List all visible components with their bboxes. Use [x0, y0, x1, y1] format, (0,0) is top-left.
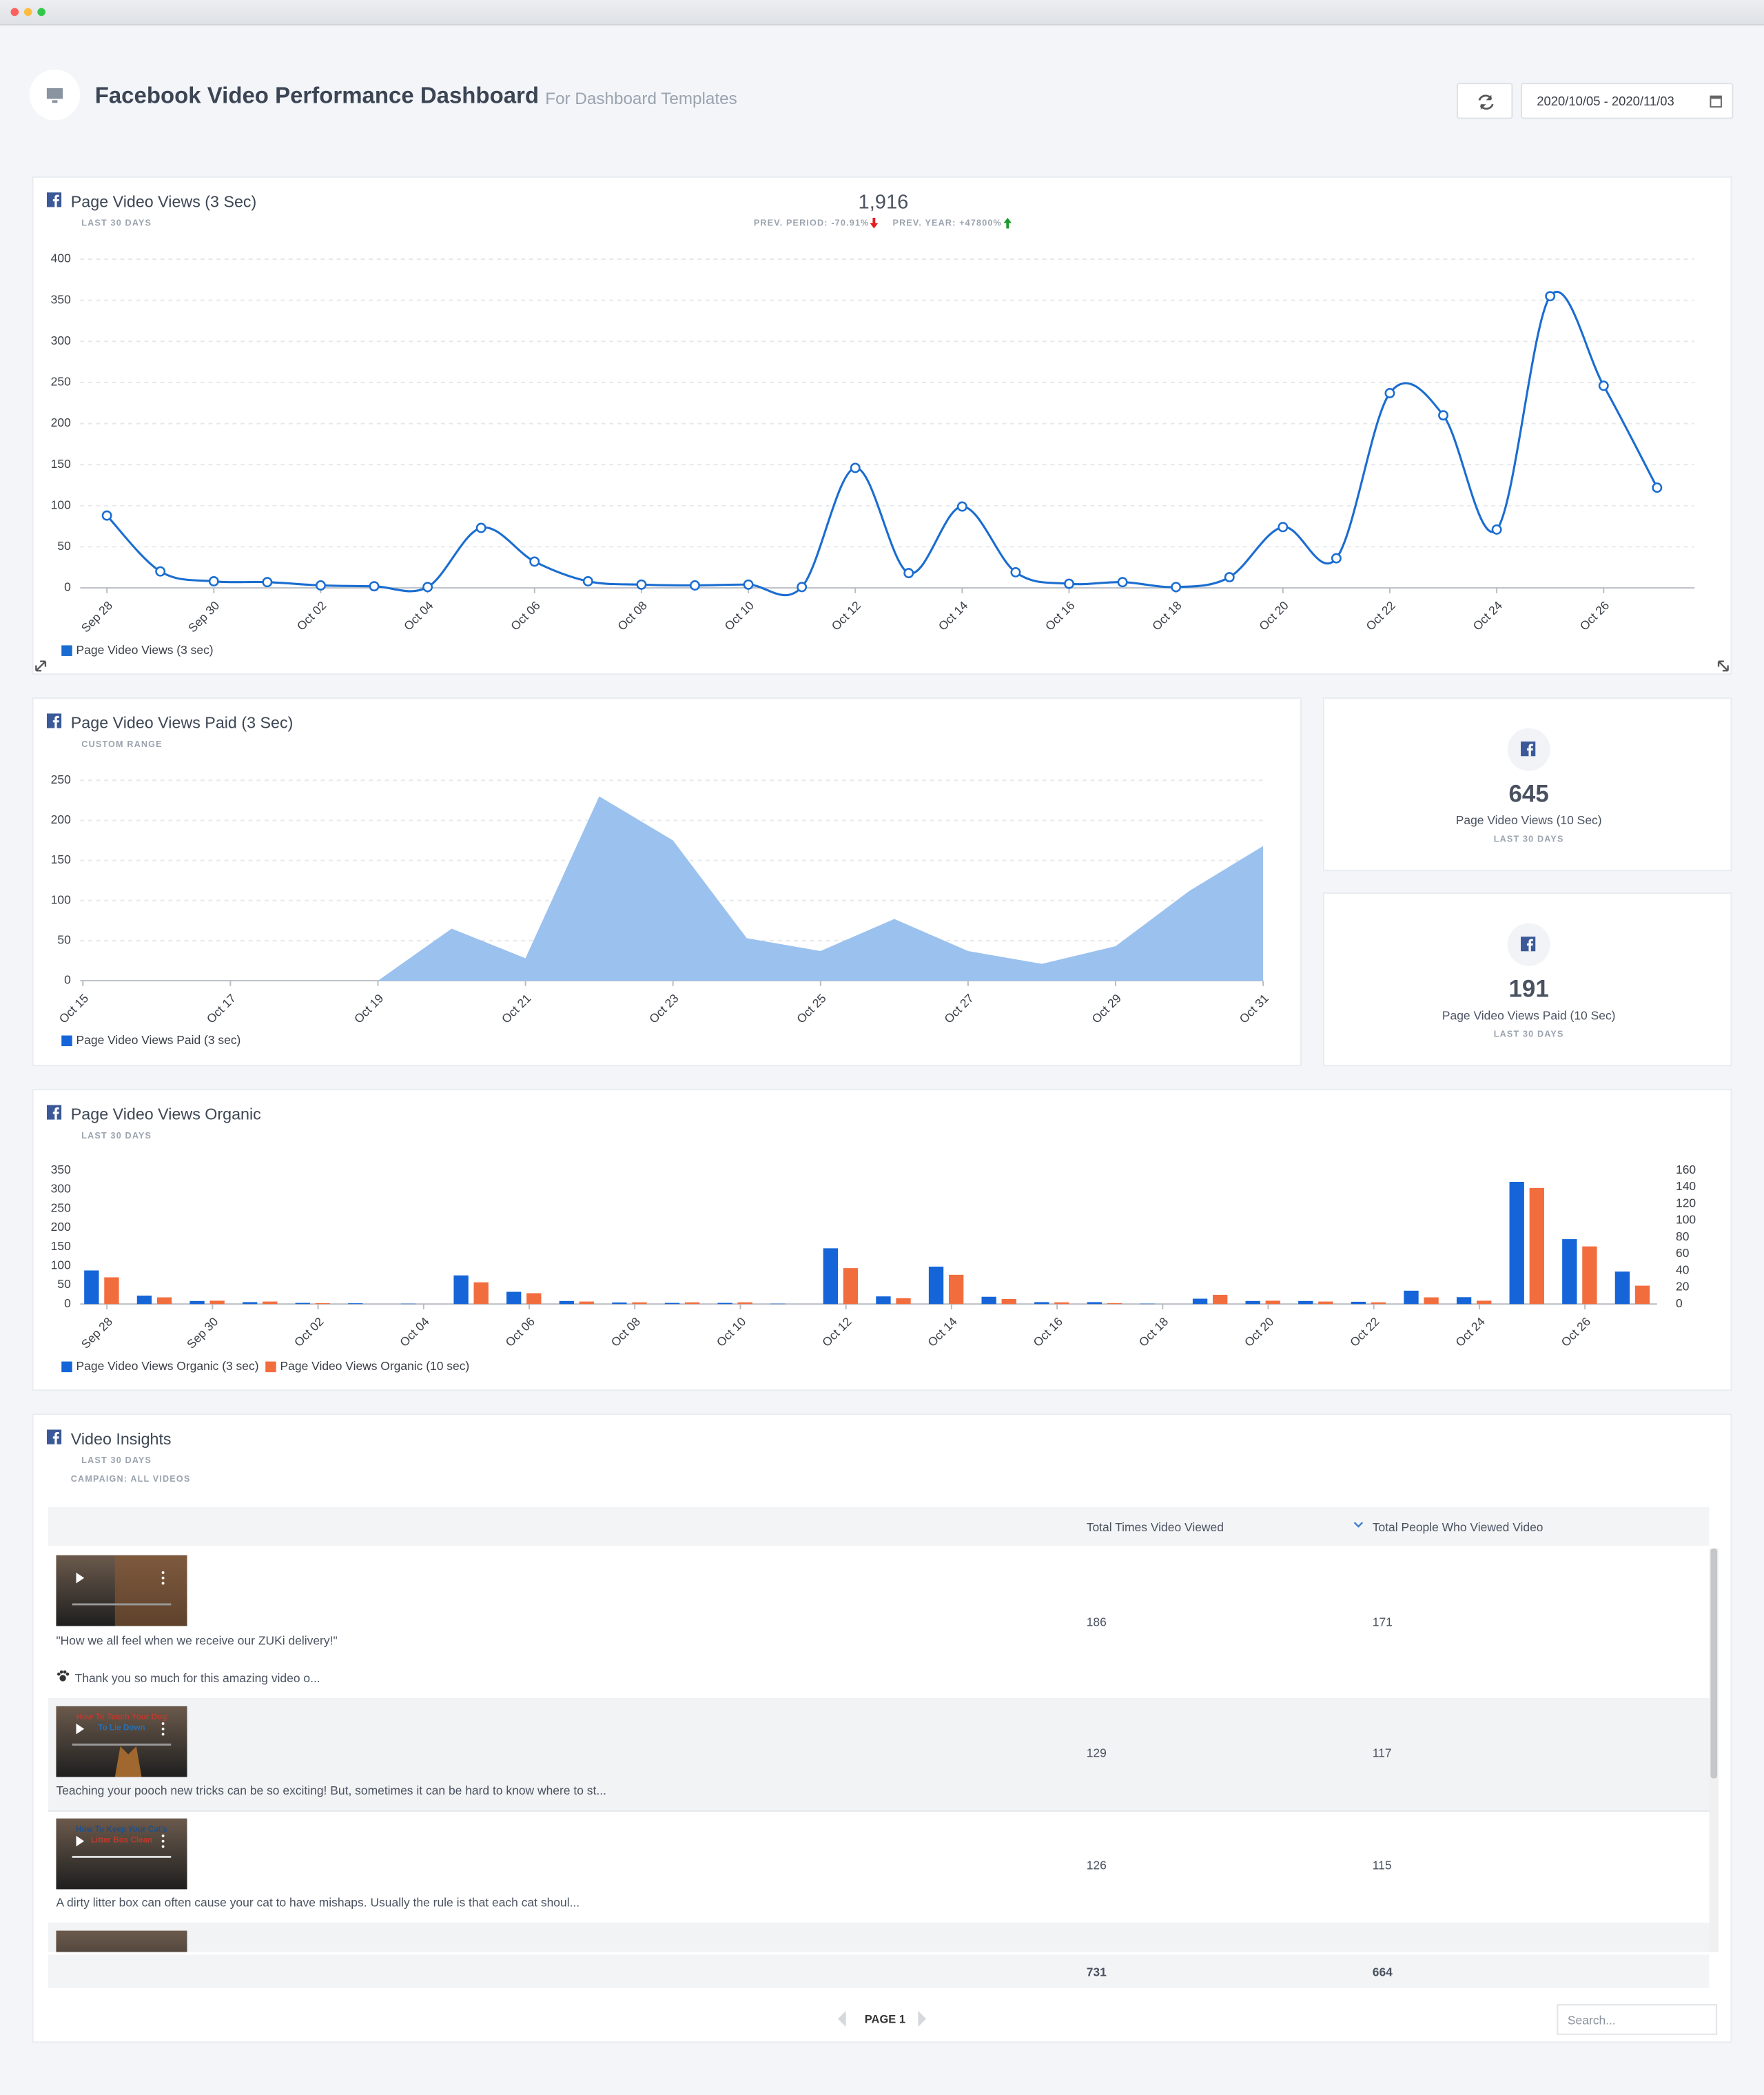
table-row[interactable]: How To Teach Your Dog To Lie Down Teachi…	[48, 1698, 1710, 1812]
thumbnail-text: Litter Box Clean	[90, 1837, 153, 1846]
total-times-viewed: 731	[1086, 1965, 1107, 1979]
table-row[interactable]: "How we all feel when we receive our ZUK…	[48, 1549, 1710, 1700]
dashboard-subtitle: For Dashboard Templates	[545, 89, 737, 109]
window-close[interactable]	[10, 8, 19, 17]
kpi-label: Page Video Views Paid (10 Sec)	[1442, 1008, 1616, 1023]
panel-title: Page Video Views Paid (3 Sec)	[70, 713, 294, 733]
kpi-value: 191	[1508, 975, 1549, 1003]
prev-period: PREV. PERIOD: -70.91%	[753, 218, 870, 229]
panel-period: LAST 30 DAYS	[81, 218, 152, 229]
times-viewed: 129	[1086, 1746, 1107, 1760]
facebook-icon	[46, 1105, 62, 1120]
panel-period: LAST 30 DAYS	[81, 1132, 152, 1141]
panel-title: Page Video Views Organic	[70, 1105, 261, 1124]
campaign: CAMPAIGN: ALL VIDEOS	[70, 1475, 191, 1484]
area-panel: Page Video Views Paid (3 Sec) CUSTOM RAN…	[32, 697, 1302, 1067]
kpi-period: LAST 30 DAYS	[1493, 1030, 1564, 1040]
search-box[interactable]: Search...	[1557, 2004, 1718, 2035]
people-viewed: 117	[1372, 1746, 1392, 1760]
window-minimize[interactable]	[23, 8, 32, 17]
dashboard-title: Facebook Video Performance Dashboard	[94, 83, 540, 109]
facebook-icon	[46, 192, 62, 207]
kpi-value: 645	[1508, 780, 1549, 808]
scrollbar-track[interactable]	[1709, 1549, 1719, 1952]
kpi-period: LAST 30 DAYS	[1493, 835, 1564, 845]
video-caption: A dirty litter box can often cause your …	[56, 1896, 580, 1910]
up-arrow	[1003, 218, 1012, 229]
dashboard-icon	[29, 69, 81, 121]
video-thumbnail[interactable]: How To Keep Your Cat's Litter Box Clean	[56, 1818, 187, 1890]
thumbnail-text: How To Keep Your Cat's	[76, 1826, 167, 1835]
video-caption: Thank you so much for this amazing video…	[74, 1671, 320, 1685]
date-range-picker[interactable]: 2020/10/05 - 2020/11/03	[1521, 83, 1734, 119]
table-row[interactable]: How To Keep Your Cat's Litter Box Clean …	[48, 1810, 1710, 1924]
line-panel: Page Video Views (3 Sec) LAST 30 DAYS 1,…	[32, 176, 1732, 675]
kpi-label: Page Video Views (10 Sec)	[1455, 813, 1602, 828]
times-viewed: 126	[1086, 1858, 1107, 1872]
prev-year: PREV. YEAR: +47800%	[892, 218, 1002, 229]
thumbnail-text: How To Teach Your Dog	[76, 1714, 167, 1723]
total-value: 1,916	[858, 191, 909, 214]
times-viewed: 186	[1086, 1615, 1107, 1629]
window-maximize[interactable]	[37, 8, 45, 17]
column-header[interactable]: Total Times Video Viewed	[1086, 1520, 1224, 1534]
video-thumbnail[interactable]	[56, 1555, 187, 1626]
next-page[interactable]	[915, 2010, 928, 2028]
facebook-icon	[46, 713, 62, 728]
panel-title: Video Insights	[70, 1429, 172, 1449]
bar-panel: Page Video Views Organic LAST 30 DAYS	[32, 1089, 1732, 1391]
refresh-button[interactable]	[1456, 83, 1513, 119]
totals-row: 731 664	[48, 1954, 1710, 1988]
window-bar	[0, 0, 1764, 25]
kpi-widget: 645 Page Video Views (10 Sec) LAST 30 DA…	[1322, 697, 1732, 872]
scrollbar-thumb[interactable]	[1710, 1549, 1718, 1779]
panel-period: CUSTOM RANGE	[81, 740, 163, 750]
date-range: 2020/10/05 - 2020/11/03	[1537, 94, 1674, 110]
table-panel: Video Insights LAST 30 DAYS CAMPAIGN: AL…	[32, 1413, 1732, 2043]
down-arrow	[870, 218, 879, 229]
table-header: Total Times Video Viewed Total People Wh…	[48, 1506, 1710, 1546]
video-caption: Teaching your pooch new tricks can be so…	[56, 1784, 606, 1797]
video-caption: "How we all feel when we receive our ZUK…	[56, 1634, 338, 1648]
facebook-icon	[46, 1429, 62, 1444]
panel-title: Page Video Views (3 Sec)	[70, 192, 257, 212]
page-indicator: PAGE 1	[864, 2012, 906, 2026]
video-thumbnail[interactable]: How To Teach Your Dog To Lie Down	[56, 1706, 187, 1777]
thumbnail-text: To Lie Down	[98, 1724, 145, 1733]
video-thumbnail[interactable]	[56, 1930, 187, 1952]
people-viewed: 115	[1372, 1858, 1392, 1872]
table-row[interactable]	[48, 1922, 1710, 1952]
column-header[interactable]: Total People Who Viewed Video	[1372, 1520, 1544, 1534]
prev-page[interactable]	[835, 2010, 848, 2028]
total-people-viewed: 664	[1372, 1965, 1393, 1979]
people-viewed: 171	[1372, 1615, 1393, 1629]
kpi-widget: 191 Page Video Views Paid (10 Sec) LAST …	[1322, 892, 1732, 1067]
search-placeholder: Search...	[1567, 2013, 1616, 2027]
panel-period: LAST 30 DAYS	[81, 1456, 152, 1466]
